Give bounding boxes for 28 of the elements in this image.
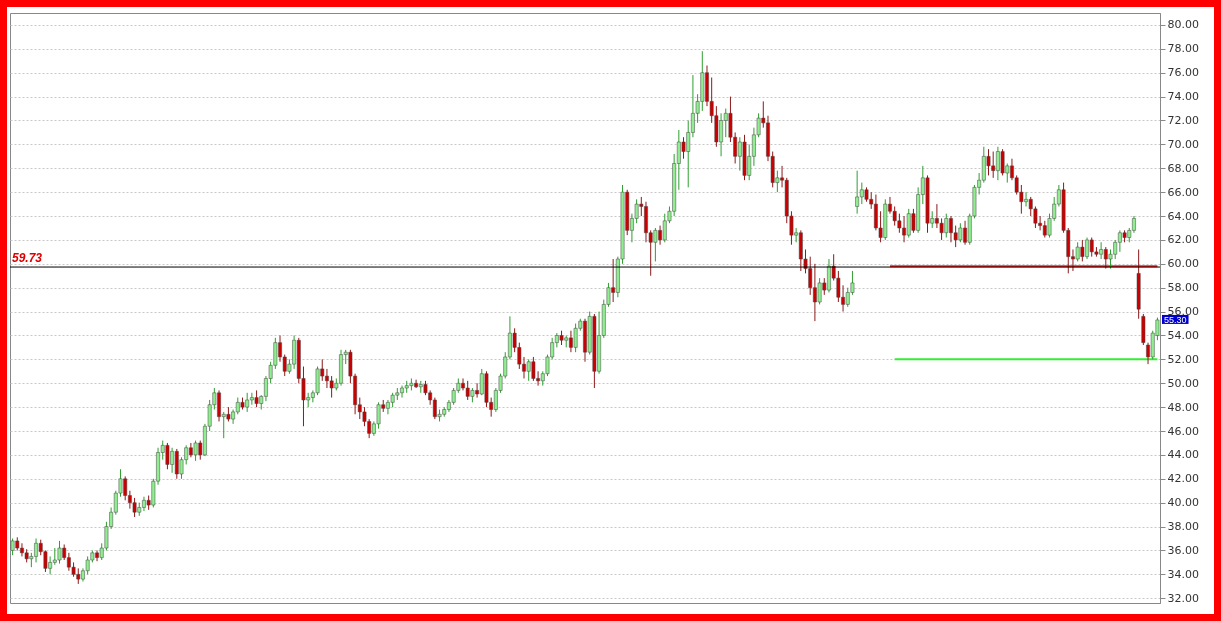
y-tick-label: 70.00 xyxy=(1167,137,1199,151)
y-tick-label: 66.00 xyxy=(1167,185,1199,199)
y-tick-label: 68.00 xyxy=(1167,161,1199,175)
y-tick-label: 62.00 xyxy=(1167,233,1199,247)
y-tick-label: 48.00 xyxy=(1167,400,1199,414)
y-tick-label: 78.00 xyxy=(1167,42,1199,56)
y-tick-label: 36.00 xyxy=(1167,543,1199,557)
y-tick-label: 74.00 xyxy=(1167,90,1199,104)
y-tick-label: 32.00 xyxy=(1167,591,1199,605)
y-tick-label: 52.00 xyxy=(1167,352,1199,366)
y-tick-label: 42.00 xyxy=(1167,472,1199,486)
y-tick-label: 38.00 xyxy=(1167,520,1199,534)
y-tick-label: 50.00 xyxy=(1167,376,1199,390)
candlestick xyxy=(57,540,62,565)
y-tick-label: 44.00 xyxy=(1167,448,1199,462)
candlestick xyxy=(855,170,860,215)
y-tick-label: 60.00 xyxy=(1167,257,1199,271)
annotation: 55.30 xyxy=(1164,314,1187,325)
y-tick-label: 40.00 xyxy=(1167,496,1199,510)
y-tick-label: 64.00 xyxy=(1167,209,1199,223)
y-tick-label: 80.00 xyxy=(1167,18,1199,32)
y-tick-label: 34.00 xyxy=(1167,567,1199,581)
y-tick-label: 54.00 xyxy=(1167,328,1199,342)
y-tick-label: 58.00 xyxy=(1167,281,1199,295)
ref-line-label: 59.73 xyxy=(12,251,43,266)
y-tick-label: 72.00 xyxy=(1167,113,1199,127)
y-tick-label: 46.00 xyxy=(1167,424,1199,438)
y-tick-label: 76.00 xyxy=(1167,66,1199,80)
